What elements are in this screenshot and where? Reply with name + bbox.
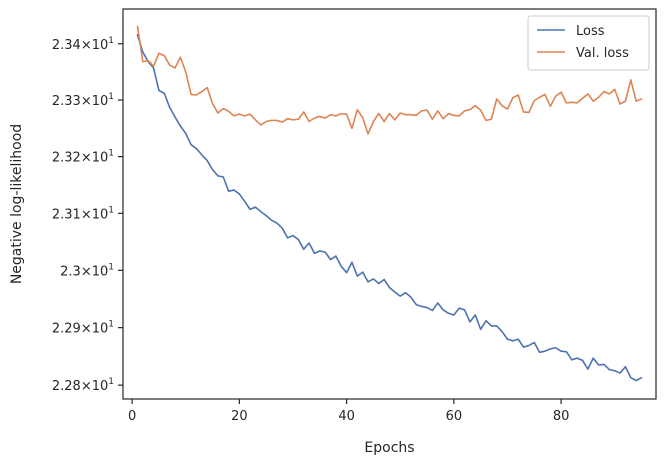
x-tick-label: 60 <box>446 409 463 424</box>
y-tick-exponent: 1 <box>108 205 114 215</box>
y-tick-label: 2.29×101 <box>52 320 114 337</box>
y-tick-base: 10 <box>92 94 109 109</box>
y-tick-mantissa: 2.29 <box>52 322 81 337</box>
y-tick-exponent: 1 <box>108 92 114 102</box>
y-axis-title: Negative log-likelihood <box>9 124 25 284</box>
legend: Loss Val. loss <box>527 15 650 71</box>
y-tick-base: 10 <box>92 264 109 279</box>
y-tick-label: 2.34×101 <box>52 36 114 53</box>
series-line-val-loss <box>136 25 643 135</box>
y-axis-ticks: 2.28×1012.29×1012.3×1012.31×1012.32×1012… <box>52 36 123 394</box>
y-tick-exponent: 1 <box>108 149 114 159</box>
y-tick-exponent: 1 <box>108 262 114 272</box>
y-tick-times: × <box>81 38 92 53</box>
y-tick-mantissa: 2.33 <box>52 94 81 109</box>
y-tick-label: 2.28×101 <box>52 377 114 394</box>
legend-label-loss: Loss <box>576 24 605 39</box>
y-tick-base: 10 <box>92 151 109 166</box>
y-tick-label: 2.33×101 <box>52 92 114 109</box>
y-tick-exponent: 1 <box>108 36 114 46</box>
x-tick-label: 20 <box>231 409 248 424</box>
x-axis-title: Epochs <box>364 440 414 456</box>
y-tick-base: 10 <box>92 322 109 337</box>
y-tick-base: 10 <box>92 379 109 394</box>
y-tick-mantissa: 2.31 <box>52 207 81 222</box>
y-tick-label: 2.32×101 <box>52 149 114 166</box>
x-tick-label: 40 <box>338 409 355 424</box>
y-tick-exponent: 1 <box>108 320 114 330</box>
y-tick-times: × <box>81 322 92 337</box>
series-line-loss <box>136 33 643 382</box>
y-tick-exponent: 1 <box>108 377 114 387</box>
x-tick-label: 80 <box>553 409 570 424</box>
x-tick-label: 0 <box>128 409 136 424</box>
y-tick-mantissa: 2.32 <box>52 151 81 166</box>
y-tick-times: × <box>81 207 92 222</box>
y-tick-mantissa: 2.28 <box>52 379 81 394</box>
y-tick-mantissa: 2.34 <box>52 38 81 53</box>
y-tick-base: 10 <box>92 38 109 53</box>
x-axis-ticks: 0 20 40 60 80 <box>128 399 569 424</box>
y-tick-label: 2.3×101 <box>60 262 114 279</box>
y-tick-times: × <box>81 151 92 166</box>
y-tick-times: × <box>81 379 92 394</box>
y-tick-label: 2.31×101 <box>52 205 114 222</box>
y-tick-base: 10 <box>92 207 109 222</box>
legend-label-val-loss: Val. loss <box>576 46 629 61</box>
y-tick-times: × <box>81 94 92 109</box>
series-lines <box>136 25 643 382</box>
plot-area <box>122 8 657 400</box>
y-tick-mantissa: 2.3 <box>60 264 81 279</box>
y-tick-times: × <box>81 264 92 279</box>
